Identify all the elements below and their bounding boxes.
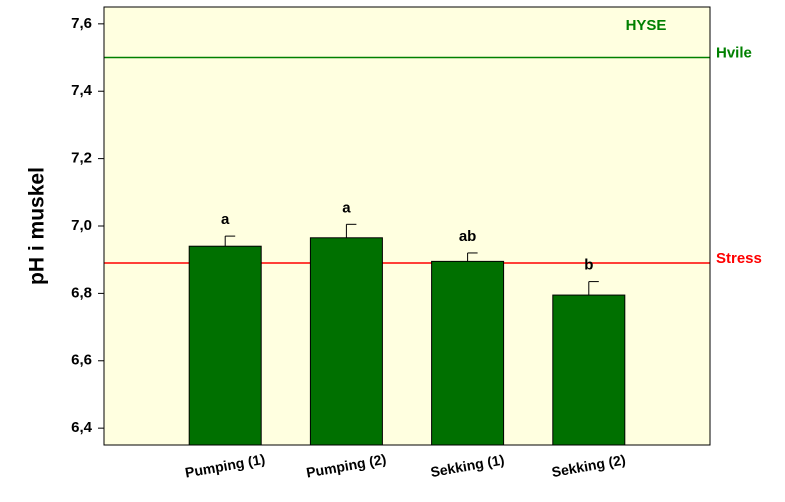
y-tick-label: 7,0 (71, 217, 92, 234)
y-axis-label: pH i muskel (26, 167, 49, 285)
x-tick-label: Pumping (1) (184, 451, 266, 481)
y-tick-label: 6,4 (71, 419, 93, 436)
reference-label: Hvile (716, 45, 752, 62)
reference-label: Stress (716, 250, 762, 267)
plot-frame (103, 6, 711, 446)
annotation: HYSE (626, 17, 667, 34)
y-tick-label: 7,6 (71, 15, 92, 32)
y-tick-label: 6,6 (71, 352, 92, 369)
x-tick-label: Sekking (1) (429, 451, 505, 480)
significance-label: a (342, 199, 351, 216)
x-tick-label: Sekking (2) (550, 451, 626, 480)
bar (552, 294, 626, 446)
x-tick-label: Pumping (2) (305, 451, 387, 481)
significance-label: ab (459, 228, 477, 245)
y-tick-label: 7,4 (71, 82, 93, 99)
significance-label: a (221, 211, 230, 228)
bar (188, 245, 262, 446)
significance-label: b (584, 257, 593, 274)
y-tick-label: 7,2 (71, 150, 92, 167)
bar (309, 237, 383, 446)
bar (431, 260, 505, 446)
y-tick-label: 6,8 (71, 284, 92, 301)
